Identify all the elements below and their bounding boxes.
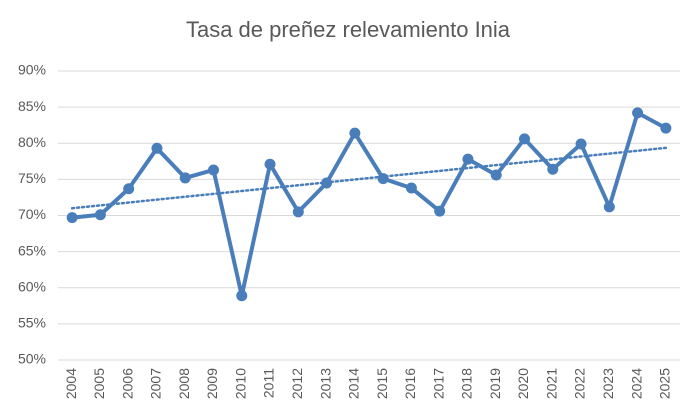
data-point: [151, 142, 163, 154]
y-tick-label: 65%: [18, 242, 46, 258]
data-point: [490, 169, 502, 181]
data-point: [349, 127, 361, 139]
x-tick-label: 2009: [204, 368, 220, 399]
x-tick-label: 2022: [572, 368, 588, 399]
data-point: [603, 201, 615, 213]
y-tick-label: 80%: [18, 134, 46, 150]
data-point: [94, 209, 106, 221]
x-tick-label: 2017: [430, 368, 446, 399]
y-tick-label: 70%: [18, 206, 46, 222]
data-point: [660, 122, 672, 134]
data-point: [377, 173, 389, 185]
x-tick-label: 2012: [289, 368, 305, 399]
x-tick-label: 2015: [374, 368, 390, 399]
x-tick-label: 2005: [91, 368, 107, 399]
x-tick-label: 2019: [487, 368, 503, 399]
chart-title: Tasa de preñez relevamiento Inia: [186, 17, 511, 42]
x-tick-label: 2024: [628, 368, 644, 399]
data-point: [66, 212, 78, 224]
data-point: [292, 206, 304, 218]
x-tick-label: 2007: [148, 368, 164, 399]
x-tick-label: 2013: [317, 368, 333, 399]
x-tick-label: 2014: [346, 368, 362, 399]
data-point: [208, 164, 219, 176]
data-point: [519, 133, 530, 145]
x-tick-label: 2020: [515, 368, 531, 399]
y-tick-label: 90%: [18, 62, 46, 78]
data-point: [632, 107, 644, 119]
y-tick-label: 75%: [18, 170, 46, 186]
data-point: [462, 153, 474, 165]
x-tick-label: 2006: [119, 368, 135, 399]
x-tick-label: 2016: [402, 368, 418, 399]
data-point: [405, 182, 417, 194]
x-tick-label: 2023: [600, 368, 616, 399]
data-point: [264, 158, 276, 170]
data-point: [321, 177, 333, 189]
x-tick-label: 2008: [176, 368, 192, 399]
data-line: [71, 110, 667, 298]
data-point: [434, 205, 446, 217]
x-tick-label: 2010: [232, 368, 248, 399]
data-point: [123, 183, 135, 195]
data-point: [179, 172, 191, 184]
y-tick-label: 85%: [18, 98, 46, 114]
x-tick-label: 2021: [543, 368, 559, 399]
y-tick-label: 55%: [18, 315, 46, 331]
data-point: [547, 163, 559, 175]
x-tick-label: 2011: [261, 368, 277, 398]
y-tick-label: 60%: [18, 278, 46, 294]
x-tick-label: 2025: [657, 368, 673, 399]
data-point: [575, 138, 587, 150]
y-tick-label: 50%: [18, 351, 46, 367]
data-point: [236, 290, 248, 302]
x-tick-label: 2004: [63, 368, 79, 399]
x-tick-label: 2018: [459, 368, 475, 399]
